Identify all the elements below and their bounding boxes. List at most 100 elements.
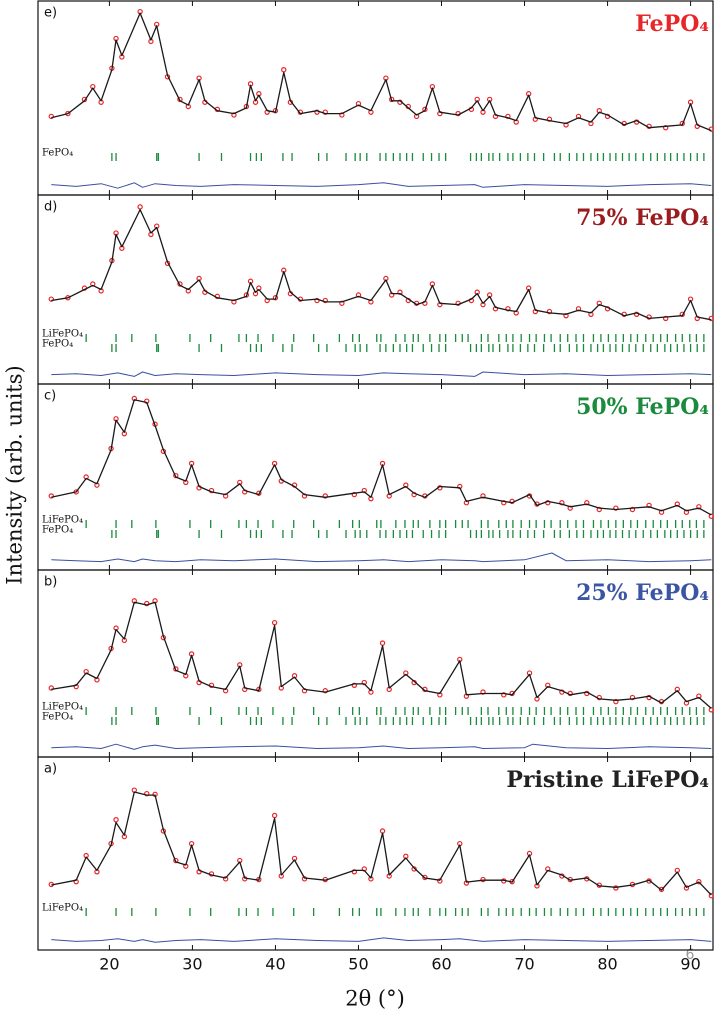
observed-point (271, 812, 278, 819)
observed-point (480, 493, 486, 499)
x-tick-label: 70 (514, 955, 534, 974)
difference-line (51, 552, 712, 563)
observed-point (509, 690, 515, 697)
observed-point (708, 315, 715, 322)
observed-point (322, 688, 328, 694)
panel-label: e) (44, 6, 57, 21)
observed-point (256, 686, 262, 693)
observed-point (584, 500, 590, 506)
observed-point (505, 113, 511, 120)
observed-point (696, 878, 702, 885)
phase-label: LiFePO₄ (42, 515, 83, 526)
observed-point (379, 640, 386, 646)
observed-point (708, 893, 715, 899)
observed-point (137, 204, 143, 210)
difference-line (51, 743, 712, 750)
calculated-line (51, 399, 712, 516)
observed-point (322, 493, 328, 499)
observed-point (501, 500, 507, 506)
observed-point (411, 866, 417, 872)
difference-line (51, 937, 712, 943)
panel-title: 75% FePO₄ (576, 205, 709, 231)
observed-point (629, 506, 636, 513)
x-tick-label: 20 (99, 955, 119, 974)
x-axis-title: 2θ (°) (345, 987, 405, 1011)
phase-label: LiFePO₄ (42, 903, 83, 914)
observed-point (173, 666, 179, 672)
observed-point (48, 493, 54, 499)
observed-point (379, 828, 386, 834)
observed-point (567, 505, 573, 511)
observed-point (480, 689, 486, 695)
calculated-line (51, 601, 712, 709)
observed-point (272, 295, 279, 301)
observed-point (613, 885, 619, 891)
observed-point (173, 472, 179, 479)
observed-point (679, 120, 685, 127)
calculated-line (51, 208, 712, 321)
observed-point (388, 96, 395, 103)
panel-label: a) (44, 762, 57, 777)
observed-point (613, 698, 619, 705)
observed-point (696, 504, 702, 510)
observed-point (501, 692, 507, 698)
observed-point (339, 300, 345, 306)
x-tick-label: 50 (348, 955, 368, 974)
observed-point (662, 315, 669, 322)
calculated-line (51, 12, 712, 132)
panel-label: d) (44, 200, 57, 215)
phase-label: FePO₄ (42, 712, 73, 723)
observed-point (144, 790, 150, 797)
panel-title: Pristine LiFePO₄ (506, 767, 709, 793)
observed-point (708, 513, 715, 519)
observed-point (271, 619, 278, 626)
observed-point (113, 817, 119, 823)
panel-title: 25% FePO₄ (576, 580, 709, 606)
observed-point (173, 857, 179, 864)
observed-point (613, 505, 619, 511)
x-tick-label: 30 (182, 955, 202, 974)
calculated-line (51, 791, 712, 896)
observed-point (546, 116, 553, 122)
panel-title: 50% FePO₄ (576, 394, 709, 420)
observed-point (243, 292, 250, 298)
observed-point (546, 308, 553, 315)
panel-title: FePO₄ (635, 11, 709, 37)
observed-point (351, 682, 358, 688)
x-tick-label: 90 (680, 955, 700, 974)
difference-line (51, 182, 712, 189)
phase-label: LiFePO₄ (42, 329, 83, 340)
observed-point (658, 886, 665, 893)
phase-label: FePO₄ (42, 148, 73, 159)
x-tick-label: 40 (265, 955, 285, 974)
x-tick-label: 60 (431, 955, 451, 974)
observed-point (658, 509, 665, 515)
difference-line (51, 371, 712, 377)
observed-point (679, 311, 685, 317)
panel-label: b) (44, 575, 57, 590)
phase-label: FePO₄ (42, 339, 73, 350)
observed-point (297, 109, 304, 115)
observed-point (256, 490, 262, 496)
observed-point (559, 500, 565, 506)
observed-point (48, 296, 54, 302)
observed-point (480, 876, 486, 883)
observed-point (505, 306, 511, 312)
observed-point (662, 125, 669, 131)
observed-point (48, 113, 54, 120)
y-axis-title: Intensity (arb. units) (3, 365, 27, 584)
observed-point (646, 502, 652, 509)
phase-label: LiFePO₄ (42, 702, 83, 713)
panel-label: c) (44, 389, 56, 404)
phase-label: FePO₄ (42, 525, 73, 536)
observed-point (314, 297, 320, 304)
observed-point (629, 694, 636, 701)
observed-point (144, 600, 150, 607)
observed-point (422, 874, 428, 881)
page-number: 6 (686, 947, 695, 963)
observed-point (596, 506, 602, 513)
observed-point (674, 501, 680, 507)
observed-point (48, 685, 54, 691)
observed-point (351, 869, 358, 875)
